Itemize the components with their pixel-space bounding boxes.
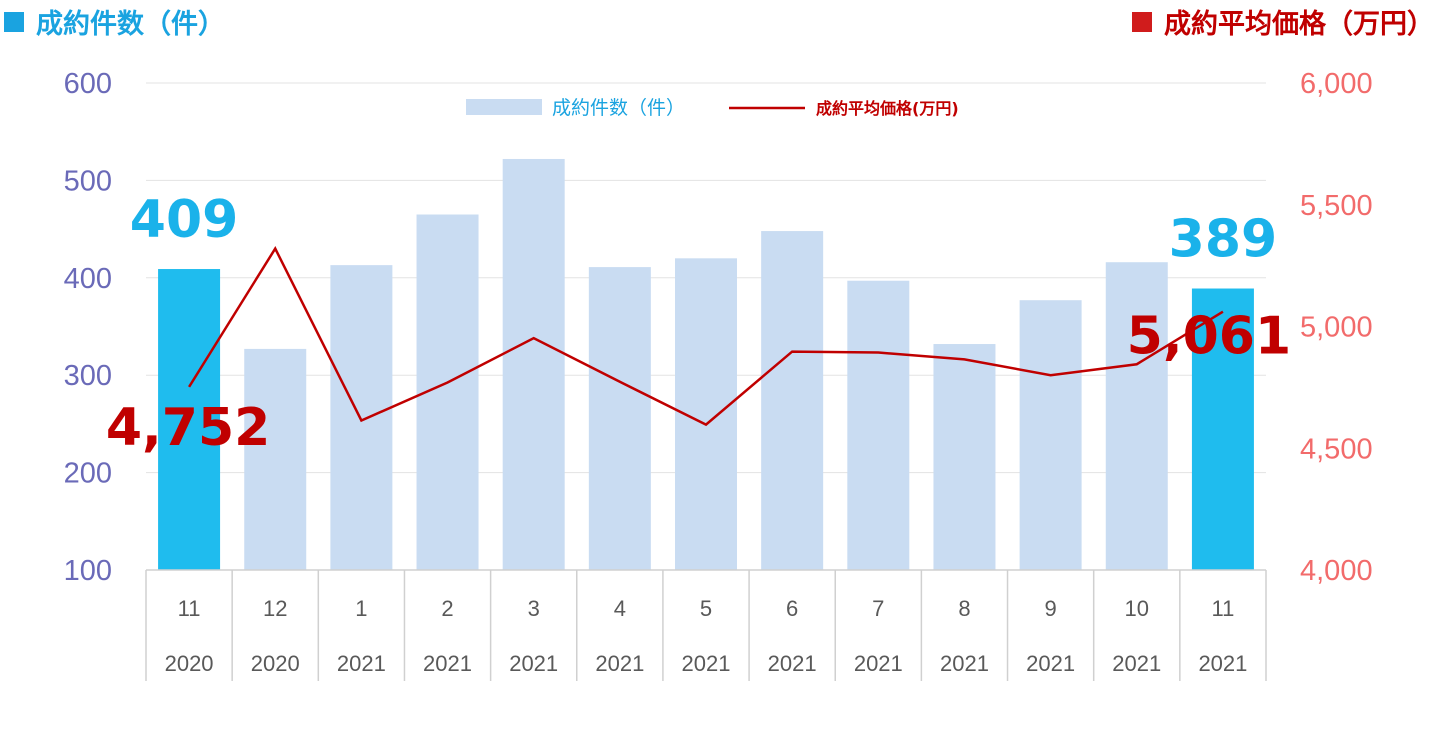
right-tick-label: 4,500 <box>1300 433 1373 465</box>
left-axis: 600 500 400 300 200 100 <box>64 68 112 587</box>
bar <box>158 269 221 570</box>
left-tick-label: 400 <box>64 263 112 295</box>
right-tick-label: 5,000 <box>1300 312 1373 344</box>
category-year-label: 2021 <box>1198 651 1247 676</box>
bar <box>330 265 393 570</box>
legend-bar-label: 成約件数（件） <box>552 97 685 119</box>
category-month-label: 11 <box>1212 596 1235 621</box>
right-tick-label: 5,500 <box>1300 190 1373 222</box>
line-series <box>188 246 1224 427</box>
category-year-label: 2021 <box>595 651 644 676</box>
right-axis-header: 成約平均価格（万円） <box>1132 2 1434 41</box>
category-year-label: 2021 <box>423 651 472 676</box>
left-axis-header: 成約件数（件） <box>4 2 225 41</box>
bar <box>1191 288 1254 570</box>
right-tick-label: 6,000 <box>1300 68 1373 100</box>
legend-bar-swatch <box>466 99 542 115</box>
left-tick-label: 600 <box>64 68 112 100</box>
category-year-label: 2020 <box>165 651 214 676</box>
bar <box>847 280 910 570</box>
category-month-label: 8 <box>958 596 970 621</box>
bar-data-label: 389 <box>1169 210 1278 270</box>
category-year-label: 2021 <box>768 651 817 676</box>
legend: 成約件数（件） 成約平均価格(万円) <box>466 97 959 119</box>
category-year-label: 2021 <box>1112 651 1161 676</box>
category-month-label: 12 <box>263 596 287 621</box>
data-labels: 409 389 4,752 5,061 <box>106 190 1291 458</box>
category-month-label: 7 <box>872 596 884 621</box>
line-data-label: 5,061 <box>1127 307 1291 367</box>
right-axis-header-text: 成約平均価格（万円） <box>1164 9 1434 40</box>
left-tick-label: 200 <box>64 458 112 490</box>
price-line <box>188 246 1224 427</box>
category-month-label: 6 <box>786 596 798 621</box>
right-tick-label: 4,000 <box>1300 555 1373 587</box>
category-month-label: 3 <box>528 596 540 621</box>
right-axis: 6,000 5,500 5,000 4,500 4,000 <box>1300 68 1373 587</box>
left-tick-label: 100 <box>64 555 112 587</box>
category-axis: 11 2020 12 2020 1 2021 2 2021 3 2021 4 2021 5 2021 6 20… <box>145 569 1267 681</box>
bar <box>1105 262 1168 570</box>
bar <box>588 267 651 570</box>
bar <box>1019 300 1082 570</box>
category-month-label: 9 <box>1044 596 1056 621</box>
category-month-label: 10 <box>1125 596 1149 621</box>
category-month-label: 2 <box>441 596 453 621</box>
category-year-label: 2021 <box>1026 651 1075 676</box>
line-data-label: 4,752 <box>106 398 270 458</box>
left-tick-label: 300 <box>64 360 112 392</box>
legend-line-label: 成約平均価格(万円) <box>816 99 959 118</box>
bar <box>244 348 307 570</box>
bar <box>761 231 824 570</box>
category-month-label: 4 <box>614 596 626 621</box>
category-year-label: 2021 <box>509 651 558 676</box>
category-month-label: 5 <box>700 596 712 621</box>
left-tick-label: 500 <box>64 165 112 197</box>
bar-legend-square-icon <box>4 11 24 32</box>
category-year-label: 2021 <box>854 651 903 676</box>
bar <box>933 344 996 570</box>
category-year-label: 2021 <box>682 651 731 676</box>
bar-series <box>158 158 1254 571</box>
left-axis-header-text: 成約件数（件） <box>36 9 225 40</box>
bar <box>502 158 565 571</box>
category-year-label: 2020 <box>251 651 300 676</box>
category-year-label: 2021 <box>337 651 386 676</box>
bar-data-label: 409 <box>130 190 239 250</box>
category-year-label: 2021 <box>940 651 989 676</box>
category-month-label: 11 <box>178 596 201 621</box>
line-legend-square-icon <box>1132 11 1152 32</box>
category-month-label: 1 <box>355 596 367 621</box>
